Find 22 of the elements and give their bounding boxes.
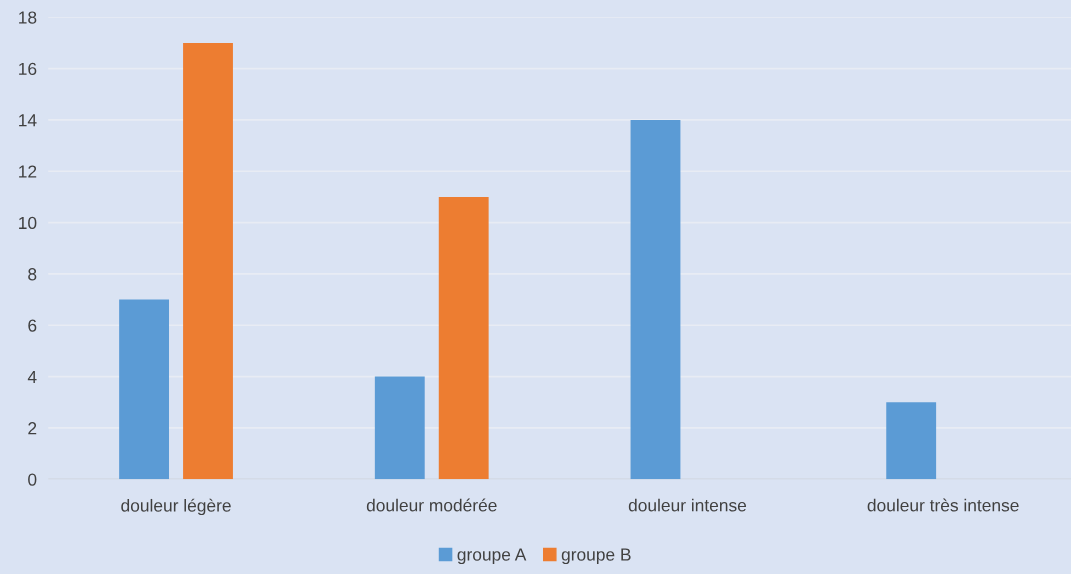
x-tick-label: douleur modérée (366, 498, 497, 512)
y-tick-label: 10 (19, 216, 37, 230)
y-tick-label: 4 (27, 370, 37, 383)
bar (886, 402, 937, 480)
legend-label: groupe B (561, 548, 631, 565)
y-tick-label: 18 (19, 11, 37, 24)
y-tick-label: 12 (19, 165, 37, 178)
bar (374, 376, 425, 480)
y-tick-label: 16 (19, 62, 37, 76)
y-tick-label: 6 (28, 319, 37, 332)
y-tick-label: 0 (28, 473, 37, 486)
legend-label: groupe A (457, 548, 527, 565)
bar (119, 299, 170, 480)
x-tick-label: douleur intense (628, 498, 747, 512)
bar (183, 42, 233, 480)
x-tick-label: douleur très intense (867, 498, 1019, 512)
y-tick-label: 14 (19, 114, 37, 127)
y-tick-label: 8 (28, 268, 37, 281)
y-tick-label: 2 (28, 422, 37, 435)
bar (438, 196, 489, 480)
x-tick-label: douleur légère (121, 498, 231, 516)
bar (630, 119, 681, 480)
